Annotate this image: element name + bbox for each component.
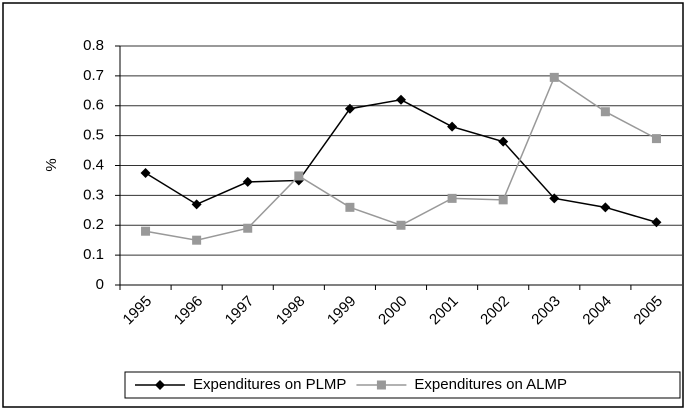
y-tick-label: 0.1	[83, 246, 104, 263]
point	[344, 103, 355, 114]
point	[651, 217, 662, 228]
point	[191, 199, 202, 210]
point	[141, 226, 151, 236]
point	[294, 171, 304, 181]
legend-marker	[155, 380, 165, 390]
point	[498, 195, 508, 205]
point	[447, 193, 457, 203]
point	[345, 202, 355, 212]
point	[242, 176, 253, 187]
point	[243, 223, 253, 233]
y-tick-label: 0.4	[83, 156, 104, 173]
point	[651, 134, 661, 144]
point	[549, 72, 559, 82]
y-tick-label: 0.6	[83, 97, 104, 114]
y-tick-label: 0.2	[83, 216, 104, 233]
point	[447, 121, 458, 132]
point	[498, 136, 509, 147]
point	[140, 167, 151, 178]
legend-label: Expenditures on ALMP	[414, 376, 567, 393]
y-axis-label: %	[43, 158, 60, 171]
y-tick-label: 0.8	[83, 37, 104, 54]
point	[549, 193, 560, 204]
point	[396, 94, 406, 105]
point	[396, 220, 406, 230]
y-tick-label: 0	[96, 276, 104, 293]
legend-label: Expenditures on PLMP	[193, 376, 346, 393]
point	[600, 107, 610, 117]
point	[600, 202, 611, 213]
y-tick-label: 0.3	[83, 186, 104, 203]
point	[192, 235, 202, 245]
legend-marker	[376, 380, 386, 390]
y-tick-label: 0.7	[83, 67, 104, 84]
y-tick-label: 0.5	[83, 127, 104, 144]
